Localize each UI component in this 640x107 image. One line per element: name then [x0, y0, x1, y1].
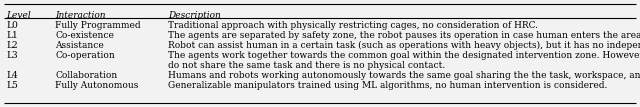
Text: Collaboration: Collaboration [55, 71, 117, 80]
Text: L4: L4 [6, 71, 18, 80]
Text: L0: L0 [6, 21, 18, 30]
Text: Robot can assist human in a certain task (such as operations with heavy objects): Robot can assist human in a certain task… [168, 41, 640, 50]
Text: Co-existence: Co-existence [55, 31, 114, 40]
Text: L1: L1 [6, 31, 18, 40]
Text: L3: L3 [6, 51, 18, 60]
Text: Description: Description [168, 11, 221, 20]
Text: Assistance: Assistance [55, 41, 104, 50]
Text: Co-operation: Co-operation [55, 51, 115, 60]
Text: Fully Autonomous: Fully Autonomous [55, 81, 138, 90]
Text: Generalizable manipulators trained using ML algorithms, no human intervention is: Generalizable manipulators trained using… [168, 81, 607, 90]
Text: L2: L2 [6, 41, 18, 50]
Text: Fully Programmed: Fully Programmed [55, 21, 141, 30]
Text: L5: L5 [6, 81, 18, 90]
Text: Traditional approach with physically restricting cages, no consideration of HRC.: Traditional approach with physically res… [168, 21, 538, 30]
Text: The agents work together towards the common goal within the designated intervent: The agents work together towards the com… [168, 51, 640, 70]
Text: Interaction: Interaction [55, 11, 106, 20]
Text: Level: Level [6, 11, 31, 20]
Text: The agents are separated by safety zone, the robot pauses its operation in case : The agents are separated by safety zone,… [168, 31, 640, 40]
Text: Humans and robots working autonomously towards the same goal sharing the the tas: Humans and robots working autonomously t… [168, 71, 640, 80]
